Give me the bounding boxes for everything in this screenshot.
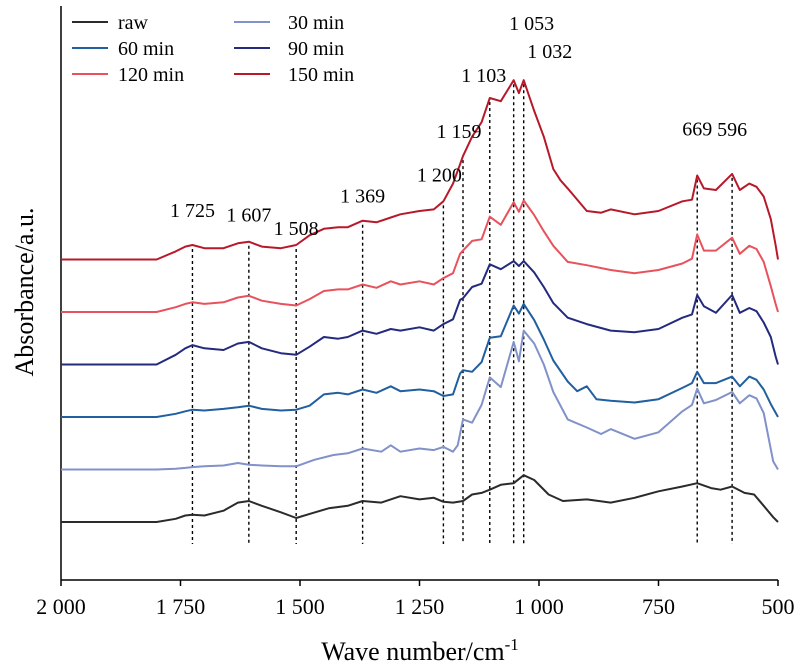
series-line-150-min <box>61 79 779 261</box>
legend-label: raw <box>118 12 149 34</box>
peak-label: 669 <box>682 118 712 140</box>
series-lines <box>61 79 779 523</box>
peak-label: 1 159 <box>436 121 481 143</box>
legend-label: 120 min <box>118 64 184 86</box>
peak-marker-lines <box>191 84 733 544</box>
series-line-raw <box>61 474 779 523</box>
x-tick-label: 1 500 <box>275 594 325 619</box>
x-tick-label: 1 000 <box>514 594 564 619</box>
legend-label: 30 min <box>288 12 344 34</box>
legend-label: 90 min <box>288 38 344 60</box>
peak-label: 596 <box>717 119 747 141</box>
x-axis-title: Wave number/cm-1 <box>321 635 519 666</box>
y-axis-title: Absorbance/a.u. <box>10 208 39 377</box>
series-line-60-min <box>61 302 779 418</box>
x-tick-label: 2 000 <box>36 594 86 619</box>
series-line-90-min <box>61 260 779 366</box>
peak-label: 1 369 <box>340 186 385 208</box>
series-line-120-min <box>61 199 779 313</box>
x-tick-label: 500 <box>762 594 795 619</box>
peak-label: 1 725 <box>170 200 215 222</box>
peak-label: 1 200 <box>417 164 462 186</box>
x-tick-label: 1 250 <box>395 594 445 619</box>
x-axis-title-superscript: -1 <box>505 635 519 654</box>
peak-label: 1 607 <box>226 205 271 227</box>
peak-label: 1 053 <box>509 13 554 35</box>
x-tick-label: 750 <box>642 594 675 619</box>
legend: raw 30 min 60 min 90 min 120 min 150 min <box>72 12 354 86</box>
peak-label: 1 508 <box>274 218 319 240</box>
series-line-30-min <box>61 329 779 471</box>
x-tick-label: 1 750 <box>156 594 206 619</box>
peak-label: 1 103 <box>461 65 506 87</box>
legend-label: 150 min <box>288 64 354 86</box>
peak-label: 1 032 <box>527 41 572 63</box>
x-axis-ticks: 2 000 1 750 1 500 1 250 1 000 750 500 <box>36 580 795 619</box>
legend-label: 60 min <box>118 38 174 60</box>
